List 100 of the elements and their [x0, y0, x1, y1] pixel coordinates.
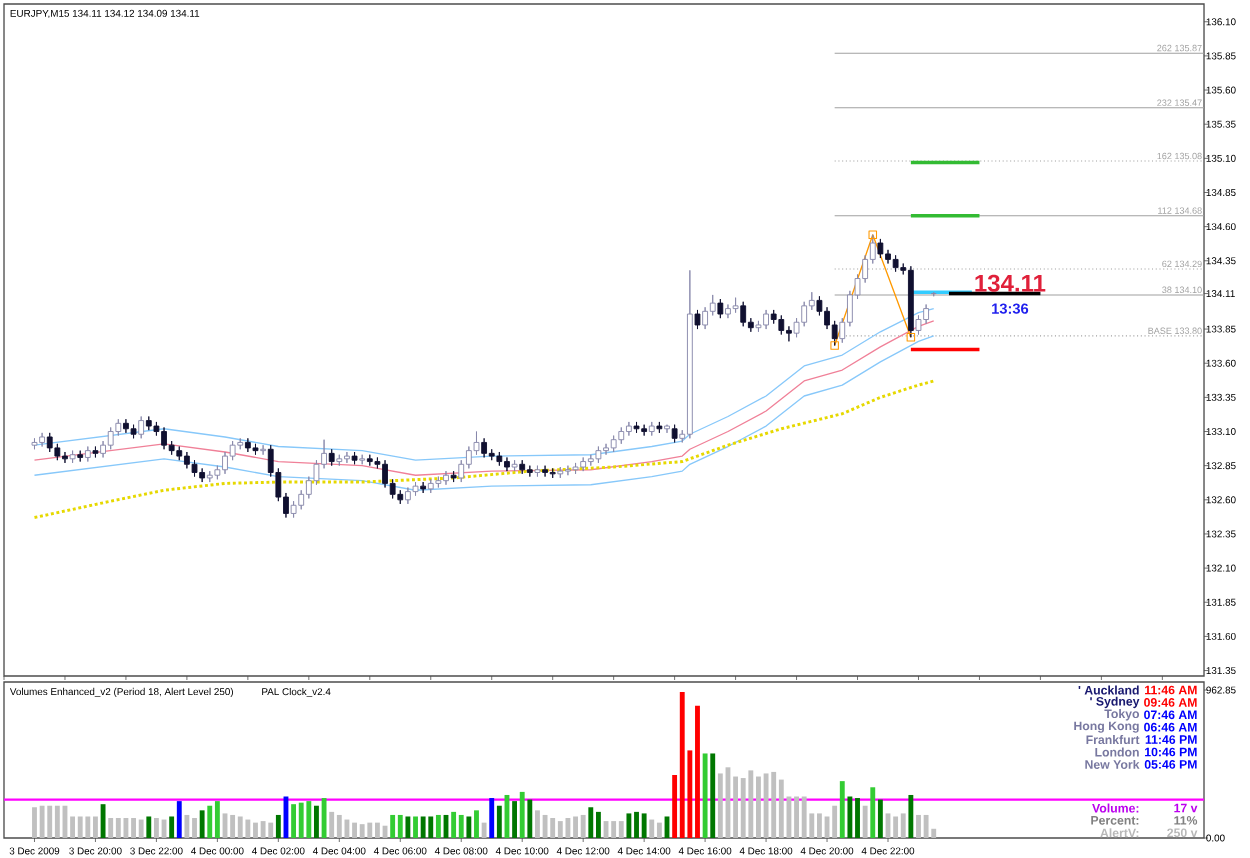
- bar: [367, 822, 373, 838]
- candlestick: [420, 481, 427, 494]
- candlestick: [732, 297, 739, 314]
- bar: [656, 822, 662, 838]
- bar: [268, 822, 274, 838]
- candlestick: [717, 298, 724, 319]
- bar: [93, 816, 98, 838]
- candlestick: [138, 416, 145, 439]
- bar: [908, 794, 914, 838]
- bar: [855, 798, 860, 838]
- bar: [321, 798, 327, 838]
- bar: [207, 805, 213, 838]
- candlestick: [610, 435, 617, 453]
- bar: [100, 804, 106, 838]
- bar: [344, 819, 350, 838]
- bar: [832, 805, 838, 838]
- bar: [573, 816, 578, 838]
- candlestick: [176, 446, 183, 461]
- bar: [192, 818, 197, 838]
- bar: [862, 805, 868, 838]
- bar: [39, 805, 45, 838]
- candlestick: [328, 448, 335, 467]
- candlestick: [877, 238, 884, 259]
- bar: [916, 814, 921, 838]
- candlestick: [260, 444, 267, 456]
- candlestick: [84, 446, 91, 463]
- bar: [595, 811, 601, 838]
- point: [830, 341, 839, 350]
- bar: [512, 801, 518, 838]
- bar: [237, 816, 243, 838]
- candlestick: [336, 454, 343, 467]
- bar: [245, 819, 251, 838]
- candlestick: [244, 437, 251, 453]
- bar: [199, 810, 205, 838]
- bar: [710, 753, 716, 838]
- point: [868, 230, 878, 240]
- bar: [374, 822, 380, 838]
- bar: [847, 796, 853, 838]
- candlestick: [252, 443, 259, 456]
- bar: [748, 770, 754, 838]
- bar: [359, 824, 365, 838]
- candlestick: [359, 454, 366, 465]
- bar: [329, 811, 335, 838]
- candlestick: [603, 443, 609, 456]
- line-series: [33, 320, 935, 476]
- bar: [763, 773, 769, 838]
- bar: [298, 802, 304, 838]
- bar: [771, 771, 777, 838]
- candlestick: [504, 457, 510, 472]
- bar: [47, 805, 53, 838]
- candlestick: [648, 421, 655, 437]
- bar: [131, 818, 136, 838]
- candlestick: [907, 265, 914, 338]
- bar: [466, 816, 472, 838]
- bar: [535, 810, 540, 838]
- bar: [877, 799, 883, 838]
- candlestick: [443, 470, 449, 486]
- bar: [565, 818, 571, 838]
- bar: [641, 813, 647, 838]
- candlestick: [595, 446, 602, 464]
- candlestick: [145, 416, 152, 431]
- candlestick: [123, 418, 129, 434]
- bar: [649, 819, 655, 838]
- bar: [474, 810, 479, 838]
- bar: [275, 814, 281, 838]
- bar: [214, 801, 220, 838]
- candlestick: [587, 454, 594, 467]
- bar: [115, 818, 121, 838]
- bar: [679, 691, 685, 838]
- bar: [756, 776, 761, 838]
- candlestick: [580, 457, 587, 472]
- bar: [458, 814, 464, 838]
- bar: [230, 814, 236, 838]
- candlestick: [351, 451, 358, 465]
- bar: [557, 821, 563, 838]
- bar: [740, 778, 746, 838]
- bar: [85, 816, 91, 838]
- bar: [138, 819, 144, 838]
- bar: [527, 799, 533, 838]
- bar: [900, 813, 906, 838]
- candlestick: [46, 432, 53, 453]
- candlestick: [39, 432, 46, 447]
- candlestick: [450, 470, 457, 483]
- candlestick: [725, 304, 731, 319]
- candlestick: [427, 478, 434, 494]
- candlestick: [557, 466, 564, 479]
- bar: [489, 798, 495, 838]
- bar: [397, 814, 403, 838]
- candlestick: [183, 451, 190, 469]
- bar: [146, 816, 152, 838]
- candlestick: [686, 269, 693, 439]
- bar: [611, 821, 617, 838]
- bar: [108, 818, 114, 838]
- bar: [496, 805, 502, 838]
- bar: [390, 814, 396, 838]
- bar: [77, 816, 83, 838]
- candlestick: [572, 462, 579, 475]
- candlestick: [671, 424, 678, 443]
- candlestick: [191, 459, 198, 478]
- candlestick: [31, 437, 38, 450]
